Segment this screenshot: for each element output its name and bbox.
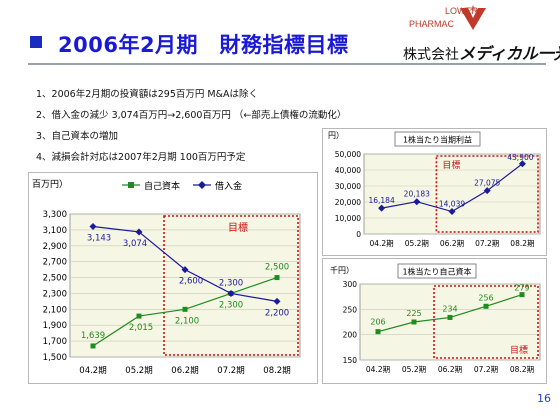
data-point bbox=[520, 292, 525, 297]
y-tick-label: 3,300 bbox=[43, 210, 67, 220]
y-tick-label: 3,100 bbox=[43, 226, 67, 236]
x-tick-label: 06.2期 bbox=[440, 239, 464, 248]
y-tick-label: 40,000 bbox=[335, 166, 361, 175]
bullet-impairment: 4、減損会計対応は2007年2月期 100百万円予定 bbox=[36, 149, 245, 163]
page-title: 2006年2月期 財務指標目標 bbox=[58, 29, 349, 59]
company-prefix: 株式会社 bbox=[403, 47, 459, 63]
target-label: 目標 bbox=[442, 159, 460, 171]
bps-chart: 150 200 250 300 04.2期 05.2期 06.2期 07.2期 08.2期 目… bbox=[322, 258, 547, 384]
title-bullet-square bbox=[30, 36, 42, 48]
x-tick-label: 07.2期 bbox=[217, 366, 244, 376]
x-tick-label: 08.2期 bbox=[263, 366, 290, 376]
y-unit-label: 百万円） bbox=[32, 179, 68, 190]
data-label: 43,900 bbox=[507, 153, 533, 162]
y-unit-label: 千円） bbox=[330, 265, 354, 275]
data-label: 3,074 bbox=[123, 239, 147, 249]
y-tick-label: 2,700 bbox=[43, 258, 67, 268]
x-tick-label: 08.2期 bbox=[510, 239, 534, 248]
data-label: 2,600 bbox=[179, 277, 203, 287]
data-label: 14,039 bbox=[439, 200, 465, 209]
company-brand: メディカル一光 bbox=[459, 44, 560, 63]
data-label: 20,183 bbox=[404, 190, 430, 199]
y-tick-label: 2,100 bbox=[43, 305, 67, 315]
y-tick-label: 200 bbox=[343, 331, 358, 340]
y-tick-label: 1,700 bbox=[43, 337, 67, 347]
data-label: 206 bbox=[370, 318, 385, 327]
data-label: 225 bbox=[406, 309, 421, 318]
data-point bbox=[448, 315, 453, 320]
data-label: 2,200 bbox=[265, 308, 289, 318]
y-tick-label: 2,300 bbox=[43, 289, 67, 299]
y-tick-label: 20,000 bbox=[335, 198, 361, 207]
y-tick-label: 0 bbox=[356, 230, 361, 239]
equity-debt-chart: 1,500 1,700 1,900 2,100 2,300 2,500 2,700 2,900… bbox=[28, 172, 318, 384]
data-point bbox=[183, 307, 188, 312]
x-tick-label: 07.2期 bbox=[474, 365, 498, 374]
data-label: 2,300 bbox=[219, 278, 243, 288]
data-label: 16,184 bbox=[368, 196, 394, 205]
data-label: 1,639 bbox=[81, 331, 105, 341]
target-label: 目標 bbox=[510, 344, 528, 356]
data-point bbox=[376, 329, 381, 334]
logo-text-lower: LOWER bbox=[445, 6, 478, 16]
eps-chart: 0 10,000 20,000 30,000 40,000 50,000 04.2期 05.… bbox=[322, 128, 547, 256]
y-tick-label: 50,000 bbox=[335, 150, 361, 159]
y-unit-label: 円） bbox=[328, 131, 344, 140]
x-tick-label: 05.2期 bbox=[405, 239, 429, 248]
data-label: 256 bbox=[478, 293, 493, 302]
logo-text-pharmac: PHARMAC bbox=[409, 19, 454, 29]
legend-label-equity: 自己資本 bbox=[144, 180, 180, 192]
data-label: 2,300 bbox=[219, 300, 243, 310]
data-point bbox=[137, 314, 142, 319]
y-tick-label: 1,900 bbox=[43, 321, 67, 331]
y-tick-label: 1,500 bbox=[43, 353, 67, 363]
chart-title: 1株当たり当期利益 bbox=[403, 135, 472, 145]
data-label: 3,143 bbox=[87, 233, 111, 243]
x-tick-label: 04.2期 bbox=[79, 366, 106, 376]
bullet-investment: 1、2006年2月期の投資額は295百万円 M&Aは除く bbox=[36, 86, 258, 100]
y-tick-label: 30,000 bbox=[335, 182, 361, 191]
x-tick-label: 05.2期 bbox=[402, 365, 426, 374]
header-divider bbox=[28, 63, 546, 65]
data-label: 2,500 bbox=[265, 263, 289, 273]
data-point bbox=[91, 343, 96, 348]
company-name: 株式会社メディカル一光 bbox=[403, 40, 560, 64]
target-label: 目標 bbox=[228, 221, 248, 234]
x-tick-label: 04.2期 bbox=[366, 365, 390, 374]
data-point bbox=[412, 320, 417, 325]
y-tick-label: 2,500 bbox=[43, 274, 67, 284]
bullet-debt-reduction: 2、借入金の減少 3,074百万円→2,600百万円 （←部売上債権の流動化） bbox=[36, 107, 346, 121]
y-tick-label: 300 bbox=[343, 280, 358, 289]
x-tick-label: 05.2期 bbox=[125, 366, 152, 376]
page-number: 16 bbox=[537, 392, 551, 405]
data-label: 27,075 bbox=[474, 179, 500, 188]
legend-label-debt: 借入金 bbox=[215, 180, 242, 192]
data-label: 279 bbox=[514, 284, 529, 293]
x-tick-label: 07.2期 bbox=[475, 239, 499, 248]
data-point bbox=[275, 275, 280, 280]
data-point bbox=[484, 304, 489, 309]
data-label: 2,015 bbox=[129, 323, 153, 333]
data-label: 234 bbox=[442, 304, 457, 313]
x-tick-label: 04.2期 bbox=[369, 239, 393, 248]
y-tick-label: 150 bbox=[343, 356, 358, 365]
bullet-equity-increase: 3、自己資本の増加 bbox=[36, 128, 118, 142]
x-tick-label: 06.2期 bbox=[438, 365, 462, 374]
legend-marker-equity bbox=[128, 182, 134, 188]
y-tick-label: 10,000 bbox=[335, 214, 361, 223]
x-tick-label: 08.2期 bbox=[510, 365, 534, 374]
x-tick-label: 06.2期 bbox=[171, 366, 198, 376]
y-tick-label: 2,900 bbox=[43, 242, 67, 252]
chart-title: 1株当たり自己資本 bbox=[402, 267, 471, 277]
y-tick-label: 250 bbox=[343, 305, 358, 314]
data-label: 2,100 bbox=[175, 316, 199, 326]
